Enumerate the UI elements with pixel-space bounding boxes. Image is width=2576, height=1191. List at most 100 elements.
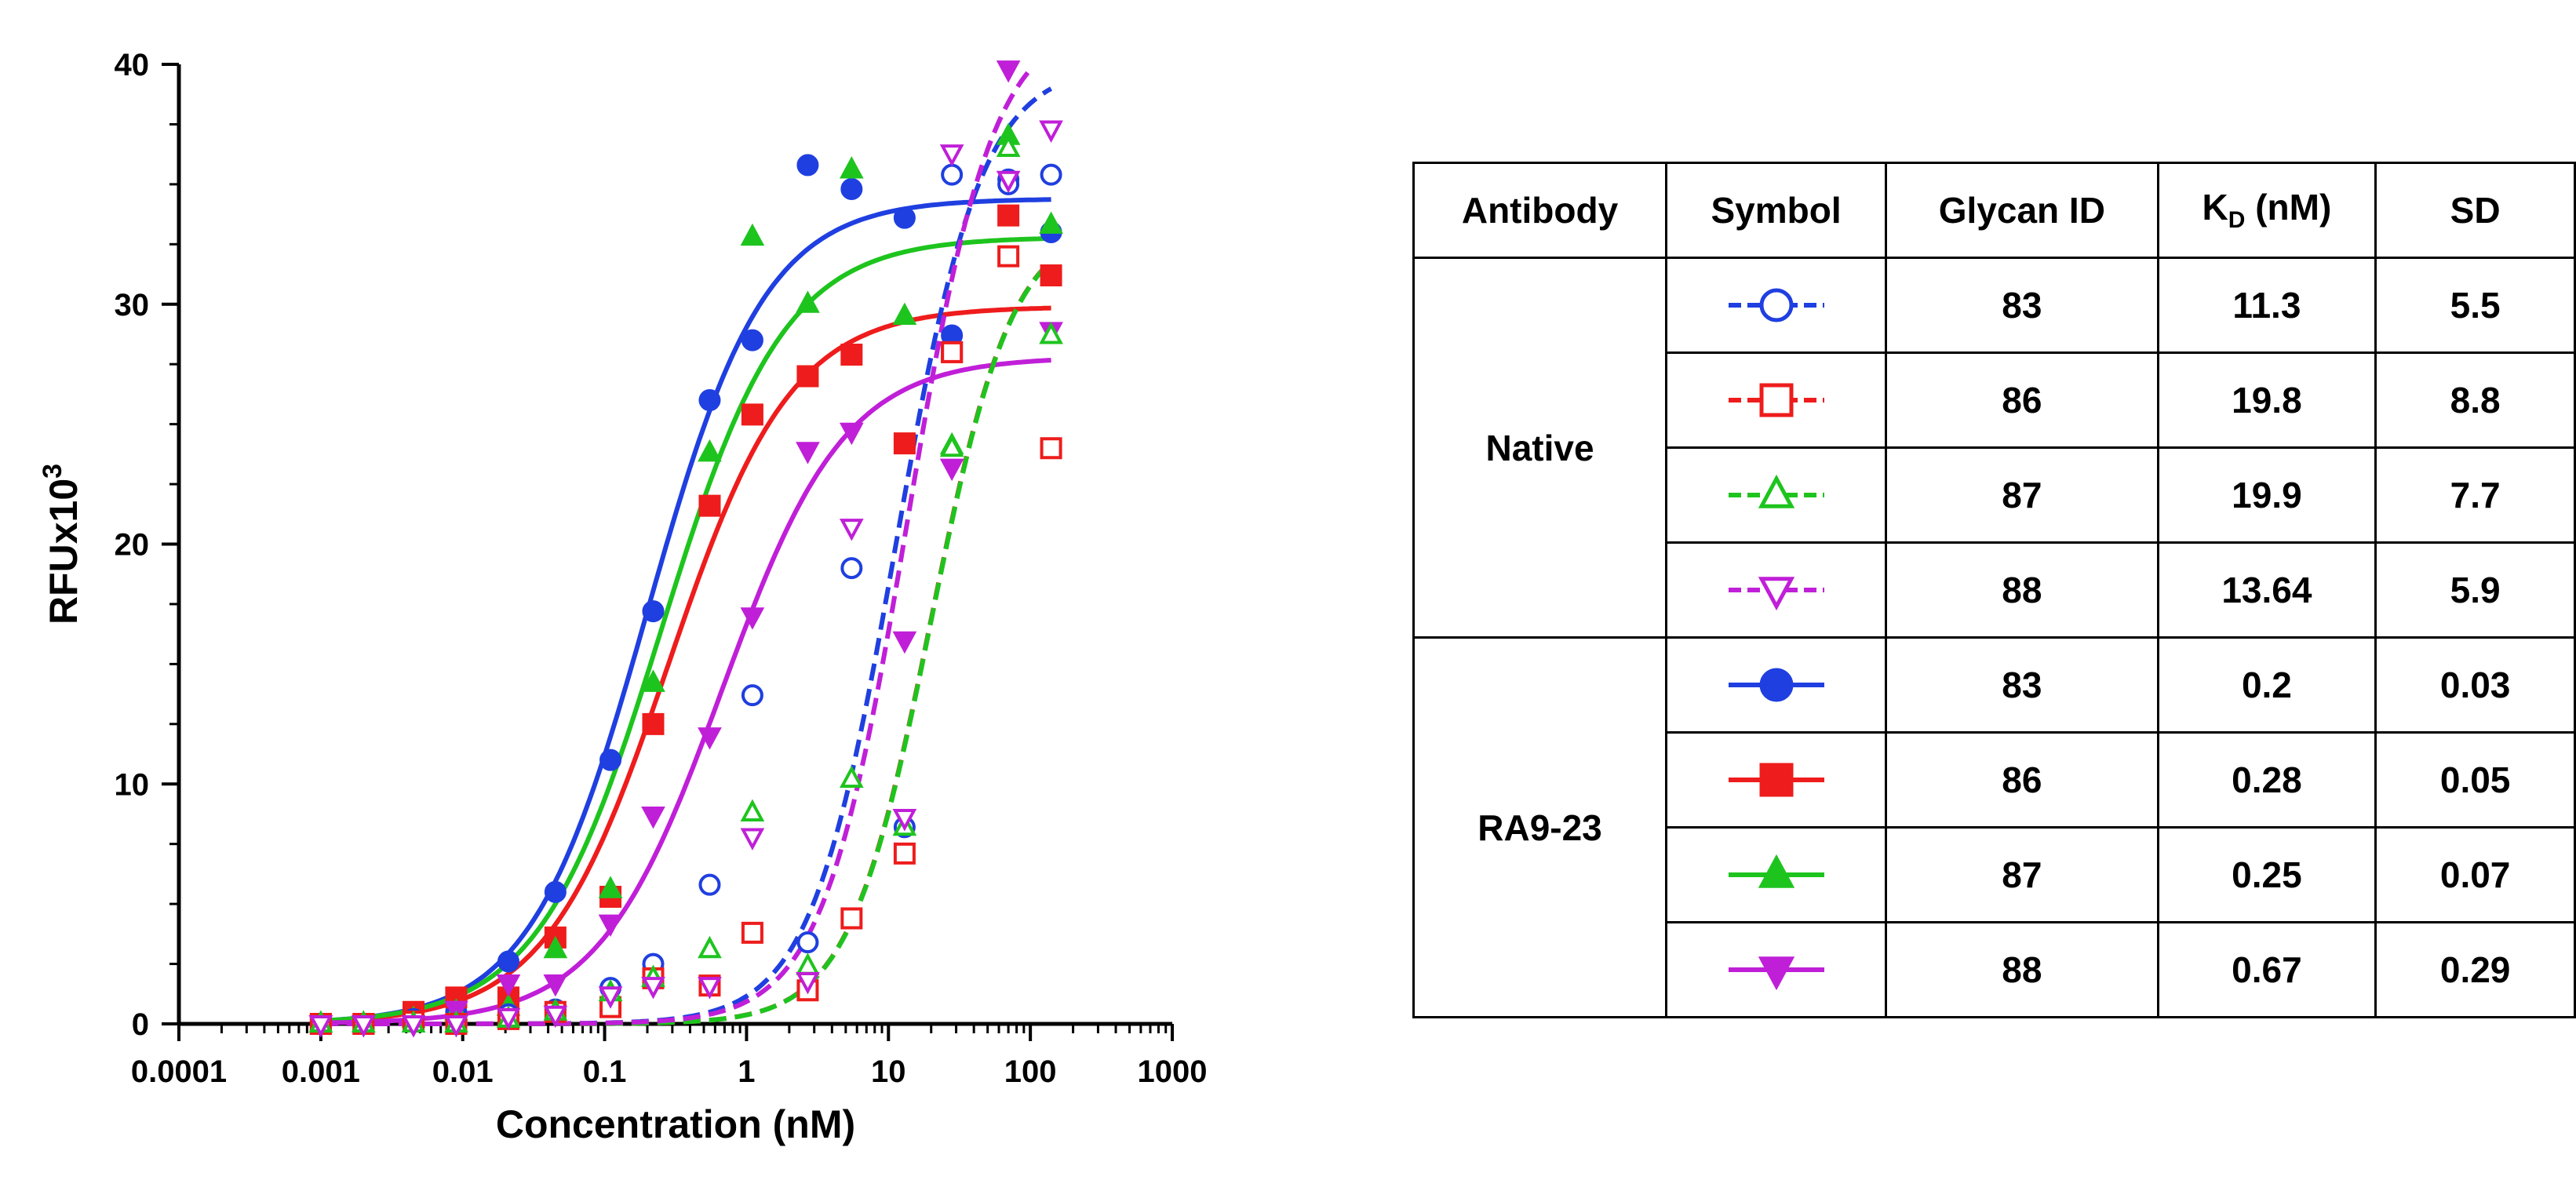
y-tick-label: 10 — [115, 767, 150, 802]
kd-table: Antibody Symbol Glycan ID KD (nM) SD Nat… — [1412, 162, 2576, 1018]
fit-curves — [320, 71, 1053, 1026]
data-point — [939, 144, 964, 167]
table-body: Native 83 11.3 5.5 86 19.8 8.8 87 19.9 7.7 88 13.64… — [1412, 257, 2576, 1018]
table-header-row: Antibody Symbol Glycan ID KD (nM) SD — [1412, 162, 2576, 259]
glycan-id-cell: 87 — [1885, 826, 2159, 923]
sd-cell: 8.8 — [2374, 351, 2576, 449]
data-point — [892, 809, 917, 832]
antibody-cell: RA9-23 — [1412, 636, 1668, 1018]
data-point — [740, 607, 765, 630]
data-point — [444, 1015, 468, 1038]
data-point — [893, 432, 916, 455]
legend-symbol — [1728, 474, 1824, 508]
fit-curve — [320, 305, 1051, 1024]
y-tick-label: 30 — [115, 288, 150, 322]
data-point — [543, 935, 568, 959]
kd-cell: 19.8 — [2156, 351, 2377, 449]
data-point — [740, 223, 765, 246]
data-point — [941, 163, 964, 186]
data-point — [496, 1007, 521, 1031]
axes — [162, 63, 1174, 1041]
data-point — [893, 842, 916, 865]
y-tick-label: 0 — [132, 1007, 149, 1042]
data-point — [308, 1015, 333, 1038]
x-axis-title: Concentration (nM) — [496, 1102, 855, 1146]
data-point — [598, 914, 623, 937]
fit-curve — [320, 235, 1051, 1023]
data-points — [308, 60, 1063, 1038]
header-kd-main: K — [2202, 187, 2228, 228]
x-tick-label: 10 — [871, 1054, 906, 1089]
glycan-id-cell: 87 — [1885, 446, 2159, 544]
fit-curve — [320, 71, 1030, 1026]
header-symbol: Symbol — [1665, 162, 1888, 259]
data-point — [598, 876, 623, 898]
x-tick-label: 1000 — [1138, 1054, 1208, 1089]
glycan-id-cell: 88 — [1885, 541, 2159, 639]
sd-cell: 7.7 — [2374, 446, 2576, 544]
x-tick-label: 0.001 — [282, 1054, 360, 1089]
data-point — [642, 600, 665, 623]
data-point — [796, 290, 820, 313]
data-point — [941, 341, 964, 363]
header-glycan-id: Glycan ID — [1885, 162, 2159, 259]
data-point — [543, 1005, 568, 1029]
data-point — [997, 245, 1020, 268]
data-point — [1040, 163, 1062, 186]
kd-cell: 0.2 — [2156, 636, 2377, 734]
data-point — [840, 343, 863, 366]
legend-marker — [1759, 288, 1794, 322]
legend-marker — [1759, 668, 1794, 702]
y-tick-label: 40 — [115, 48, 150, 82]
table-row: RA9-23 83 0.2 0.03 — [1412, 636, 2576, 1018]
glycan-id-cell: 86 — [1885, 351, 2159, 449]
table-row: 88 13.64 5.9 — [1414, 541, 2576, 639]
header-kd-unit: (nM) — [2245, 187, 2332, 228]
data-point — [1040, 437, 1062, 460]
dose-response-chart: 0.0001 0.001 0.01 0.1 1 10 100 1000 0 10 20 30 40 Con… — [38, 48, 1208, 1146]
symbol-cell — [1665, 257, 1888, 354]
sd-cell: 0.05 — [2374, 731, 2576, 829]
data-point — [698, 977, 722, 1000]
legend-symbol — [1728, 288, 1824, 322]
data-point — [740, 799, 765, 821]
table-row: 86 19.8 8.8 — [1414, 351, 2576, 449]
data-point — [698, 389, 721, 412]
data-point — [698, 439, 722, 462]
data-point — [839, 765, 864, 789]
table-row: 87 19.9 7.7 — [1414, 446, 2576, 544]
kd-cell: 0.28 — [2156, 731, 2377, 829]
header-kd: KD (nM) — [2156, 162, 2377, 259]
x-tick-label: 0.1 — [583, 1054, 627, 1089]
data-point — [642, 712, 665, 735]
antibody-cell: Native — [1412, 257, 1668, 639]
data-point — [1039, 211, 1063, 234]
data-point — [544, 880, 567, 903]
symbol-cell — [1665, 826, 1888, 923]
symbol-cell — [1665, 541, 1888, 639]
data-point — [497, 950, 519, 973]
legend-marker — [1759, 763, 1794, 797]
data-point — [996, 60, 1021, 83]
kd-cell: 13.64 — [2156, 541, 2377, 639]
symbol-cell — [1665, 921, 1888, 1018]
data-point — [496, 974, 521, 997]
data-point — [698, 873, 721, 896]
header-antibody: Antibody — [1412, 162, 1668, 259]
data-point — [741, 329, 763, 351]
legend-marker — [1758, 956, 1794, 991]
data-point — [840, 177, 863, 200]
data-point — [939, 434, 964, 457]
data-point — [996, 134, 1021, 158]
data-point — [839, 422, 864, 446]
data-point — [1039, 120, 1063, 143]
symbol-cell — [1665, 351, 1888, 449]
data-point — [939, 458, 964, 482]
data-point — [840, 557, 863, 580]
symbol-cell — [1665, 731, 1888, 829]
kd-cell: 11.3 — [2156, 257, 2377, 354]
data-point — [840, 907, 863, 930]
symbol-cell — [1665, 636, 1888, 734]
legend-symbol — [1728, 383, 1824, 417]
data-point — [997, 204, 1020, 227]
